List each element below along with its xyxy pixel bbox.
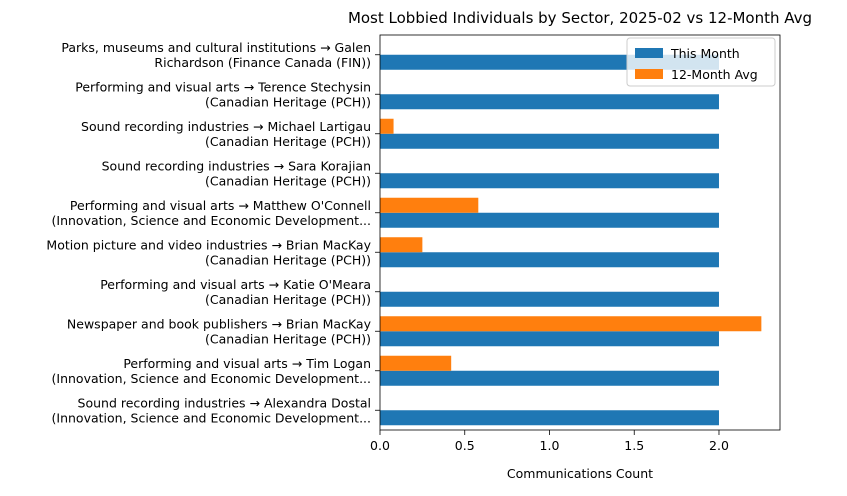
bar-this-month [380, 133, 719, 149]
x-axis: 0.0 0.5 1.0 1.5 2.0 [370, 430, 729, 453]
bar-this-month [380, 252, 719, 268]
x-axis-label: Communications Count [507, 466, 653, 481]
plot-frame [379, 34, 781, 431]
chart-title: Most Lobbied Individuals by Sector, 2025… [348, 9, 812, 27]
y-tick-label-line: (Canadian Heritage (PCH)) [205, 292, 371, 307]
y-tick-label-line: (Canadian Heritage (PCH)) [205, 331, 371, 346]
bar-this-month [380, 94, 719, 110]
y-tick-label-line: (Canadian Heritage (PCH)) [205, 94, 371, 109]
y-tick-label: Performing and visual arts → Katie O'Mea… [100, 277, 371, 307]
y-tick-label-line: (Innovation, Science and Economic Develo… [52, 371, 371, 386]
legend-label: 12-Month Avg [671, 67, 758, 82]
legend-swatch [635, 48, 663, 58]
y-tick-label-line: (Innovation, Science and Economic Develo… [52, 213, 371, 228]
bar-12-month-avg [380, 197, 479, 213]
y-tick-label-line: (Canadian Heritage (PCH)) [205, 134, 371, 149]
x-tick-label: 0.0 [370, 438, 390, 453]
y-tick-label-line: Performing and visual arts → Katie O'Mea… [100, 277, 371, 292]
y-tick-label-line: Motion picture and video industries → Br… [46, 237, 371, 252]
y-tick-label-line: Sound recording industries → Michael Lar… [81, 119, 371, 134]
bar-12-month-avg [380, 237, 423, 253]
bar-12-month-avg [380, 355, 452, 371]
x-tick-label: 2.0 [709, 438, 729, 453]
bar-12-month-avg [380, 118, 394, 134]
y-tick-label-line: (Canadian Heritage (PCH)) [205, 173, 371, 188]
legend-box [626, 37, 776, 87]
y-axis: Parks, museums and cultural institutions… [46, 40, 380, 425]
x-tick-label: 1.5 [624, 438, 644, 453]
y-tick-label-line: Performing and visual arts → Tim Logan [123, 356, 371, 371]
legend-label: This Month [670, 46, 740, 61]
y-tick-label-line: Sound recording industries → Sara Koraji… [102, 158, 371, 173]
y-tick-label: Performing and visual arts → Tim Logan (I… [52, 356, 371, 386]
y-tick-label-line: Performing and visual arts → Matthew O'C… [70, 198, 371, 213]
x-tick-label: 0.5 [455, 438, 475, 453]
y-tick-label: Sound recording industries → Alexandra D… [52, 395, 371, 425]
y-tick-label: Sound recording industries → Sara Koraji… [102, 158, 371, 188]
bar-this-month [380, 370, 719, 386]
bar-this-month [380, 331, 719, 347]
legend-swatch [635, 69, 663, 79]
y-tick-label-line: Parks, museums and cultural institutions… [61, 40, 371, 55]
bar-this-month [380, 291, 719, 307]
y-tick-label-line: (Innovation, Science and Economic Develo… [52, 410, 371, 425]
y-tick-label-line: Richardson (Finance Canada (FIN)) [154, 55, 371, 70]
y-tick-label-line: Performing and visual arts → Terence Ste… [75, 79, 371, 94]
y-tick-label-line: Sound recording industries → Alexandra D… [78, 395, 371, 410]
x-tick-label: 1.0 [540, 438, 560, 453]
bar-12-month-avg [380, 316, 762, 332]
bar-this-month [380, 212, 719, 228]
y-tick-label-line: (Canadian Heritage (PCH)) [205, 252, 371, 267]
y-tick-label: Performing and visual arts → Terence Ste… [75, 79, 371, 109]
legend: This Month 12-Month Avg [626, 37, 776, 87]
bar-this-month [380, 173, 719, 189]
y-tick-label: Newspaper and book publishers → Brian Ma… [67, 316, 372, 346]
plot-area [379, 34, 781, 431]
y-tick-label: Sound recording industries → Michael Lar… [81, 119, 371, 149]
bar-this-month [380, 410, 719, 426]
y-tick-label: Parks, museums and cultural institutions… [61, 40, 371, 70]
y-tick-label: Motion picture and video industries → Br… [46, 237, 371, 267]
y-tick-label-line: Newspaper and book publishers → Brian Ma… [67, 316, 372, 331]
y-tick-label: Performing and visual arts → Matthew O'C… [52, 198, 371, 228]
